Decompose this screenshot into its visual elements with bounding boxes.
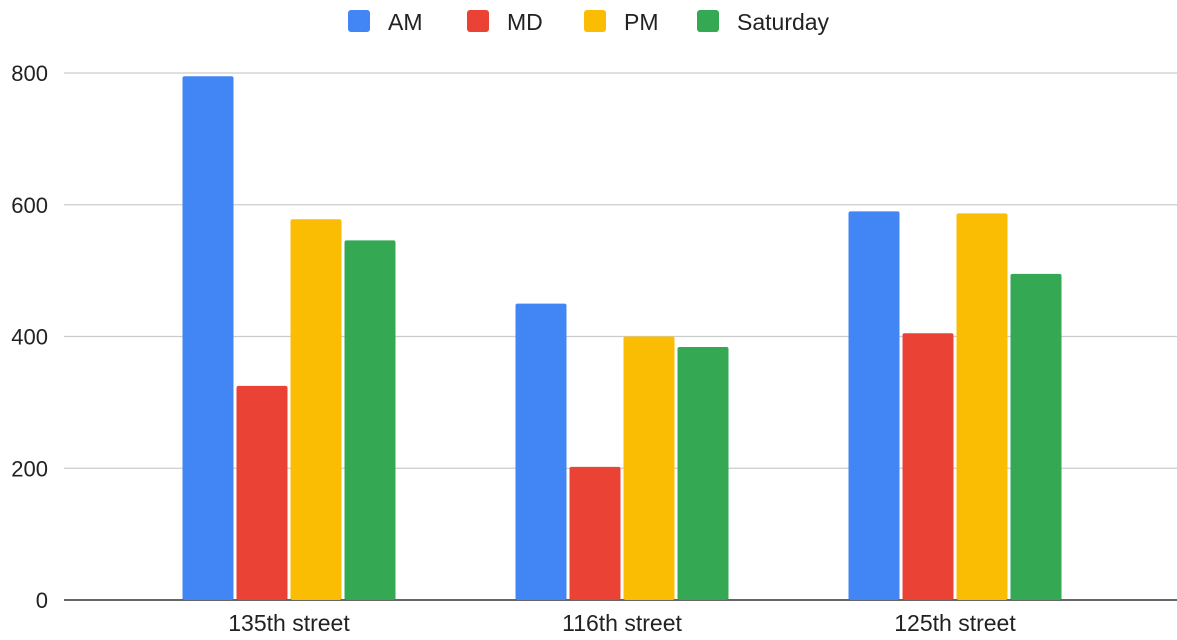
legend-swatch-pm <box>584 10 606 32</box>
legend-swatch-am <box>348 10 370 32</box>
y-tick-label: 0 <box>36 588 48 613</box>
x-tick-label: 116th street <box>562 610 682 635</box>
bar-pm-135th-street <box>290 219 342 600</box>
bar-md-116th-street <box>569 466 621 600</box>
bar-saturday-125th-street <box>1010 273 1062 600</box>
y-axis: 0 200 400 600 800 <box>11 61 48 613</box>
legend-swatch-md <box>467 10 489 32</box>
x-tick-label: 125th street <box>894 610 1016 635</box>
legend-swatch-saturday <box>697 10 719 32</box>
bar-pm-125th-street <box>956 213 1008 600</box>
bars <box>182 76 1062 600</box>
legend-label-am: AM <box>388 9 423 35</box>
y-tick-label: 400 <box>11 325 48 350</box>
legend-label-pm: PM <box>624 9 659 35</box>
bar-am-125th-street <box>848 211 900 600</box>
legend-label-saturday: Saturday <box>737 9 830 35</box>
legend: AM MD PM Saturday <box>348 9 830 35</box>
y-tick-label: 600 <box>11 193 48 218</box>
y-tick-label: 200 <box>11 456 48 481</box>
bar-am-116th-street <box>515 303 567 600</box>
y-tick-label: 800 <box>11 61 48 86</box>
x-axis: 135th street 116th street 125th street <box>228 610 1016 636</box>
x-tick-label: 135th street <box>228 610 350 635</box>
bar-md-135th-street <box>236 385 288 600</box>
legend-label-md: MD <box>507 9 543 35</box>
bar-md-125th-street <box>902 333 954 600</box>
bar-saturday-135th-street <box>344 240 396 600</box>
bar-pm-116th-street <box>623 336 675 600</box>
bar-saturday-116th-street <box>677 347 729 600</box>
bar-am-135th-street <box>182 76 234 600</box>
